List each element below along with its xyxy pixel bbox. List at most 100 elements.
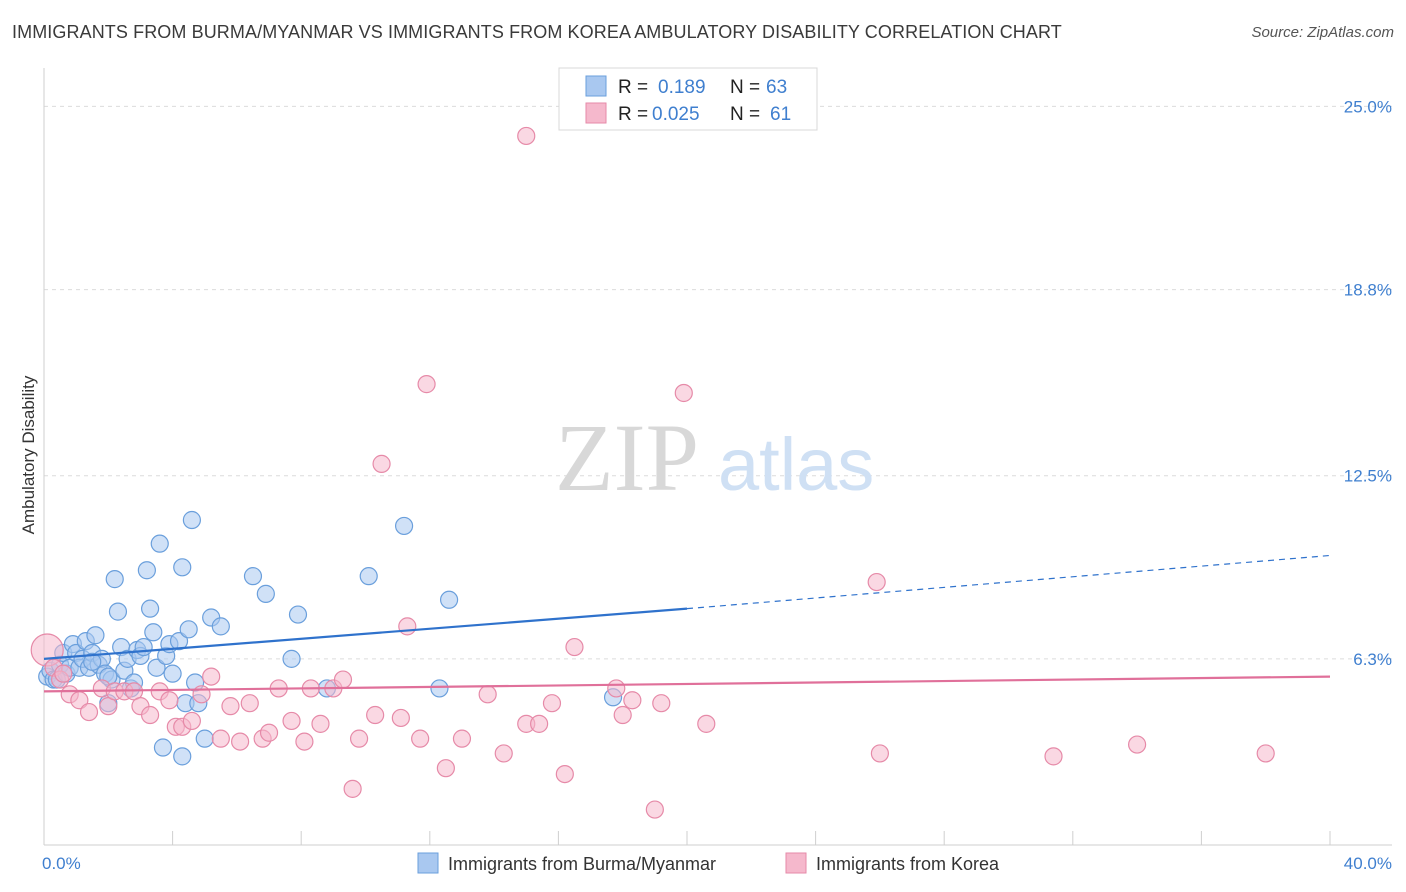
series-legend-swatch-burma <box>417 852 439 874</box>
point-korea <box>494 744 513 763</box>
legend-swatch-korea <box>585 102 607 124</box>
y-tick-label: 25.0% <box>1344 97 1392 116</box>
point-burma <box>430 679 449 698</box>
point-korea <box>240 694 259 713</box>
point-korea <box>211 729 230 748</box>
x-tick-label-max: 40.0% <box>1344 854 1392 873</box>
point-korea <box>140 705 160 725</box>
point-korea <box>542 694 562 713</box>
point-korea <box>391 708 410 728</box>
series-legend: Immigrants from Burma/Myanmar Immigrants… <box>417 852 1000 874</box>
series-legend-swatch-korea <box>785 852 807 874</box>
chart-title: IMMIGRANTS FROM BURMA/MYANMAR VS IMMIGRA… <box>12 22 1062 42</box>
legend-n-value-korea: 61 <box>770 104 791 125</box>
point-korea <box>182 711 201 731</box>
point-korea <box>870 744 890 763</box>
legend-n-label-korea: N = <box>730 104 760 125</box>
legend-n-value-burma: 63 <box>766 77 787 98</box>
point-korea <box>652 694 671 713</box>
point-korea <box>79 702 99 722</box>
point-burma <box>144 623 163 642</box>
point-korea <box>349 729 369 748</box>
point-korea <box>607 679 626 698</box>
legend-swatch-burma <box>585 75 607 97</box>
legend-r-value-burma: 0.189 <box>658 77 706 98</box>
y-tick-label: 12.5% <box>1344 467 1392 486</box>
point-burma <box>359 567 378 586</box>
point-korea <box>398 617 417 636</box>
point-burma <box>243 567 263 586</box>
y-axis-label: Ambulatory Disability <box>19 375 38 534</box>
point-burma <box>147 658 166 677</box>
point-korea <box>436 759 455 778</box>
point-burma <box>256 584 275 603</box>
stats-legend: R = 0.189 N = 63 R = 0.025 N = 61 <box>558 67 818 131</box>
point-burma <box>179 620 198 639</box>
series-legend-label-burma: Immigrants from Burma/Myanmar <box>448 854 716 874</box>
point-burma <box>182 510 201 530</box>
point-korea <box>530 714 549 733</box>
point-korea <box>192 685 211 704</box>
point-korea <box>372 454 391 473</box>
point-burma <box>394 516 414 536</box>
series-legend-label-korea: Immigrants from Korea <box>816 854 1000 874</box>
point-korea <box>259 723 279 742</box>
legend-n-label-burma: N = <box>730 77 760 98</box>
point-burma <box>288 605 308 624</box>
point-korea <box>54 664 73 683</box>
point-burma <box>137 561 156 580</box>
point-korea <box>221 697 240 716</box>
point-korea <box>1127 735 1147 754</box>
point-burma <box>153 738 173 757</box>
point-korea <box>645 800 664 819</box>
trend-line-burma-extension <box>686 554 1331 610</box>
point-burma <box>282 649 301 668</box>
grid-lines <box>44 105 1392 660</box>
watermark-atlas: atlas <box>718 423 874 506</box>
point-korea <box>565 637 584 657</box>
point-burma <box>163 664 182 683</box>
point-burma <box>195 729 214 748</box>
watermark: ZIP atlas <box>555 404 874 511</box>
point-korea <box>1256 744 1275 763</box>
point-korea <box>867 572 886 592</box>
point-burma <box>86 626 105 645</box>
point-burma <box>211 617 230 636</box>
y-tick-labels: 6.3% 12.5% 18.8% 25.0% <box>1344 97 1392 668</box>
point-burma <box>140 599 160 618</box>
point-korea <box>674 383 693 403</box>
point-korea <box>478 685 497 704</box>
point-burma <box>439 590 459 609</box>
point-korea <box>366 705 385 725</box>
point-korea <box>295 732 314 751</box>
trend-lines <box>43 554 1331 693</box>
y-tick-label: 18.8% <box>1344 281 1392 300</box>
point-korea <box>697 714 716 733</box>
source-credit: Source: ZipAtlas.com <box>1251 24 1394 41</box>
point-burma <box>150 534 169 553</box>
point-korea <box>555 764 574 784</box>
point-korea <box>311 714 330 733</box>
legend-r-value-korea: 0.025 <box>652 104 700 125</box>
point-korea <box>333 670 353 689</box>
point-burma <box>108 602 128 621</box>
point-burma <box>83 652 102 671</box>
point-korea <box>613 705 632 725</box>
trend-line-burma <box>43 607 688 660</box>
point-burma <box>173 558 192 577</box>
data-points <box>30 126 1275 819</box>
point-korea <box>1044 747 1063 766</box>
point-korea <box>623 691 642 710</box>
trend-line-korea <box>43 675 1331 693</box>
x-tick-label-min: 0.0% <box>42 854 81 873</box>
legend-r-label-korea: R = <box>618 104 648 125</box>
axes <box>43 68 1392 846</box>
y-tick-label: 6.3% <box>1353 650 1392 669</box>
point-burma <box>169 632 189 651</box>
point-korea <box>160 691 179 710</box>
point-korea <box>231 732 250 751</box>
watermark-zip: ZIP <box>555 404 699 511</box>
point-korea <box>517 126 536 146</box>
point-korea <box>282 711 301 731</box>
